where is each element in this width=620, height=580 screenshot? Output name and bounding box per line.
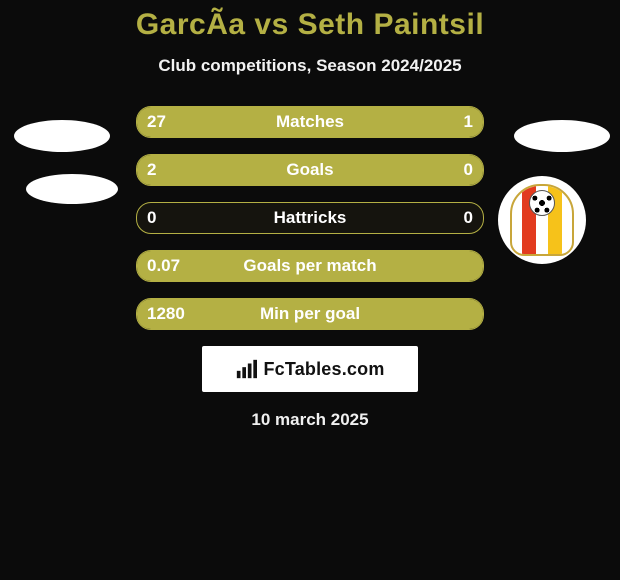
stat-label: Min per goal: [260, 304, 360, 324]
stat-right-value: 0: [464, 160, 473, 180]
stat-left-value: 0: [147, 208, 156, 228]
stat-left-value: 2: [147, 160, 156, 180]
stat-left-value: 27: [147, 112, 166, 132]
stat-bar-row: 27 Matches 1: [136, 106, 484, 138]
stat-bars: 27 Matches 1 2 Goals 0 0 Hattricks 0 0.07 Goals pe…: [0, 106, 620, 330]
stat-left-value: 0.07: [147, 256, 180, 276]
stat-label: Goals per match: [243, 256, 376, 276]
stat-label: Matches: [276, 112, 344, 132]
stat-bar-row: 2 Goals 0: [136, 154, 484, 186]
watermark-box: FcTables.com: [202, 346, 418, 392]
stat-label: Hattricks: [274, 208, 347, 228]
comparison-card: GarcÃ­a vs Seth Paintsil Club competitio…: [0, 0, 620, 580]
card-subtitle: Club competitions, Season 2024/2025: [0, 56, 620, 76]
stat-right-value: 0: [464, 208, 473, 228]
stat-bar-row: 0 Hattricks 0: [136, 202, 484, 234]
card-title: GarcÃ­a vs Seth Paintsil: [0, 0, 620, 42]
barchart-icon: [235, 358, 257, 380]
date-line: 10 march 2025: [0, 410, 620, 430]
stat-left-value: 1280: [147, 304, 185, 324]
stat-bar-row: 1280 Min per goal: [136, 298, 484, 330]
stat-label: Goals: [286, 160, 333, 180]
stat-bar-fill-left: [137, 107, 407, 137]
watermark-text: FcTables.com: [263, 359, 384, 380]
stat-bar-row: 0.07 Goals per match: [136, 250, 484, 282]
stat-right-value: 1: [464, 112, 473, 132]
